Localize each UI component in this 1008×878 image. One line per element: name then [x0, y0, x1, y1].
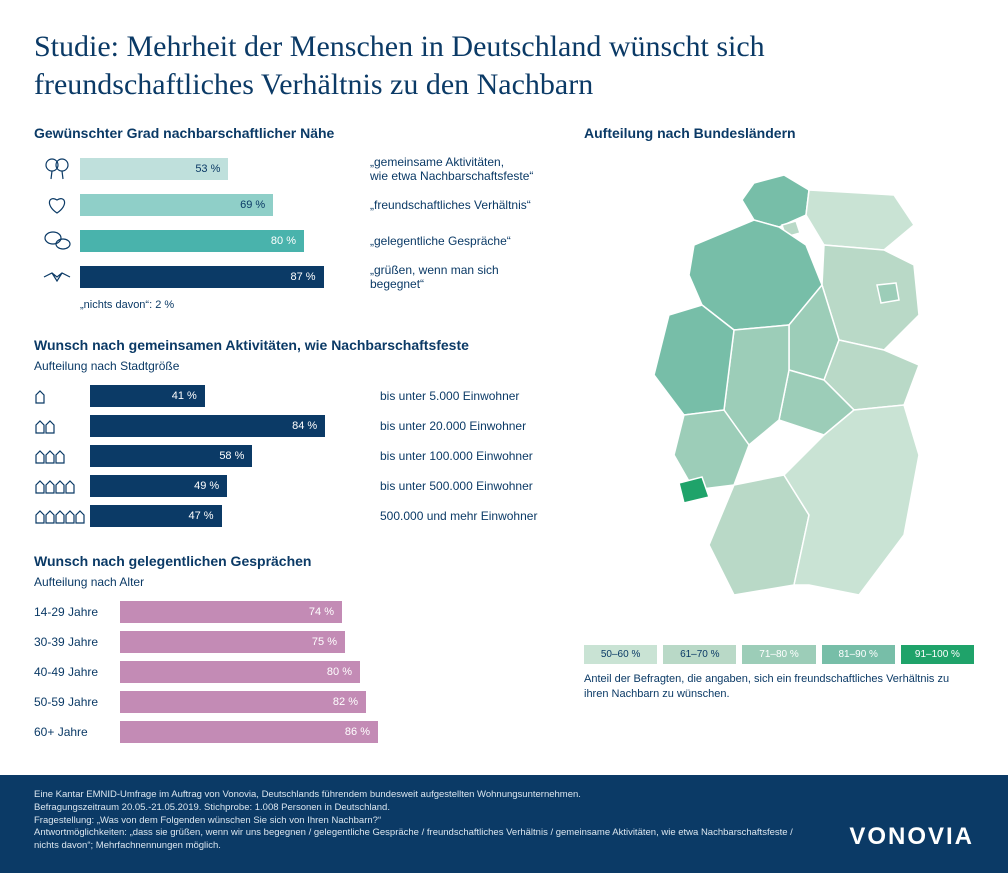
legend-item: 81–90 %	[822, 645, 895, 664]
region-schleswig-holstein	[742, 175, 809, 227]
bar-value: 82 %	[120, 691, 366, 713]
region-mecklenburg-vorpommern	[806, 190, 914, 250]
houses-icon	[34, 447, 90, 465]
houses-icon	[34, 387, 90, 405]
bar-value: 53 %	[80, 158, 228, 180]
footer-line: Eine Kantar EMNID-Umfrage im Auftrag von…	[34, 789, 819, 802]
bar-value: 49 %	[90, 475, 227, 497]
bar-label: „gemeinsame Aktivitäten, wie etwa Nachba…	[370, 155, 533, 183]
city-row: 58 % bis unter 100.000 Einwohner	[34, 445, 554, 467]
closeness-heading: Gewünschter Grad nachbarschaftlicher Näh…	[34, 125, 554, 141]
age-label: 40-49 Jahre	[34, 665, 120, 679]
bar-value: 41 %	[90, 385, 205, 407]
legend-item: 71–80 %	[742, 645, 815, 664]
city-chart: 41 % bis unter 5.000 Einwohner 84 % bis unt…	[34, 385, 554, 527]
bar-value: 74 %	[120, 601, 342, 623]
age-label: 14-29 Jahre	[34, 605, 120, 619]
right-column: Aufteilung nach Bundesländern 50–60 % 61–…	[584, 125, 974, 751]
city-row: 84 % bis unter 20.000 Einwohner	[34, 415, 554, 437]
map-legend: 50–60 % 61–70 % 71–80 % 81–90 % 91–100 %	[584, 645, 974, 664]
houses-icon	[34, 477, 90, 495]
germany-map	[584, 155, 974, 635]
region-bayern	[784, 405, 919, 595]
age-chart: 14-29 Jahre74 %30-39 Jahre75 %40-49 Jahr…	[34, 601, 554, 743]
page-title: Studie: Mehrheit der Menschen in Deutsch…	[34, 28, 974, 103]
city-subheading: Aufteilung nach Stadtgröße	[34, 359, 554, 373]
bar-value: 84 %	[90, 415, 325, 437]
footer-line: Antwortmöglichkeiten: „dass sie grüßen, …	[34, 827, 819, 853]
left-column: Gewünschter Grad nachbarschaftlicher Näh…	[34, 125, 554, 751]
legend-caption: Anteil der Befragten, die angaben, sich …	[584, 672, 974, 702]
map-heading: Aufteilung nach Bundesländern	[584, 125, 974, 141]
age-heading: Wunsch nach gelegentlichen Gesprächen	[34, 553, 554, 569]
closeness-row: 80 % „gelegentliche Gespräche“	[34, 227, 554, 255]
age-label: 30-39 Jahre	[34, 635, 120, 649]
bar-label: „grüßen, wenn man sich begegnet“	[370, 263, 554, 291]
legend-item: 91–100 %	[901, 645, 974, 664]
bar-value: 80 %	[80, 230, 304, 252]
city-row: 47 % 500.000 und mehr Einwohner	[34, 505, 554, 527]
bar-value: 75 %	[120, 631, 345, 653]
city-row: 41 % bis unter 5.000 Einwohner	[34, 385, 554, 407]
footer-text: Eine Kantar EMNID-Umfrage im Auftrag von…	[34, 789, 819, 853]
age-subheading: Aufteilung nach Alter	[34, 575, 554, 589]
closeness-footnote: „nichts davon“: 2 %	[80, 299, 554, 311]
closeness-chart: 53 % „gemeinsame Aktivitäten, wie etwa Na…	[34, 155, 554, 291]
bar-label: „freundschaftliches Verhältnis“	[370, 198, 531, 212]
closeness-row: 53 % „gemeinsame Aktivitäten, wie etwa Na…	[34, 155, 554, 183]
bar-label: bis unter 5.000 Einwohner	[380, 389, 519, 403]
bar-label: bis unter 500.000 Einwohner	[380, 479, 533, 493]
city-heading: Wunsch nach gemeinsamen Aktivitäten, wie…	[34, 337, 554, 353]
houses-icon	[34, 417, 90, 435]
footer-line: Befragungszeitraum 20.05.-21.05.2019. St…	[34, 802, 819, 815]
bar-label: bis unter 100.000 Einwohner	[380, 449, 533, 463]
speech-icon	[34, 227, 80, 255]
bar-label: „gelegentliche Gespräche“	[370, 234, 511, 248]
city-row: 49 % bis unter 500.000 Einwohner	[34, 475, 554, 497]
handshake-icon	[34, 263, 80, 291]
age-row: 40-49 Jahre80 %	[34, 661, 554, 683]
age-label: 60+ Jahre	[34, 725, 120, 739]
region-berlin	[877, 283, 899, 303]
age-row: 14-29 Jahre74 %	[34, 601, 554, 623]
bar-value: 80 %	[120, 661, 360, 683]
legend-item: 50–60 %	[584, 645, 657, 664]
region-nordrhein-westfalen	[654, 305, 734, 415]
bar-value: 87 %	[80, 266, 324, 288]
bar-value: 58 %	[90, 445, 252, 467]
vonovia-logo: VONOVIA	[849, 821, 974, 853]
houses-icon	[34, 507, 90, 525]
heart-icon	[34, 191, 80, 219]
bar-label: 500.000 und mehr Einwohner	[380, 509, 537, 523]
age-row: 60+ Jahre86 %	[34, 721, 554, 743]
footer: Eine Kantar EMNID-Umfrage im Auftrag von…	[0, 775, 1008, 873]
age-row: 50-59 Jahre82 %	[34, 691, 554, 713]
bar-label: bis unter 20.000 Einwohner	[380, 419, 526, 433]
age-label: 50-59 Jahre	[34, 695, 120, 709]
bar-value: 86 %	[120, 721, 378, 743]
balloons-icon	[34, 155, 80, 183]
age-row: 30-39 Jahre75 %	[34, 631, 554, 653]
closeness-row: 87 % „grüßen, wenn man sich begegnet“	[34, 263, 554, 291]
region-baden-w-rttemberg	[709, 475, 809, 595]
bar-value: 69 %	[80, 194, 273, 216]
legend-item: 61–70 %	[663, 645, 736, 664]
closeness-row: 69 % „freundschaftliches Verhältnis“	[34, 191, 554, 219]
footer-line: Fragestellung: „Was von dem Folgenden wü…	[34, 815, 819, 828]
bar-value: 47 %	[90, 505, 222, 527]
